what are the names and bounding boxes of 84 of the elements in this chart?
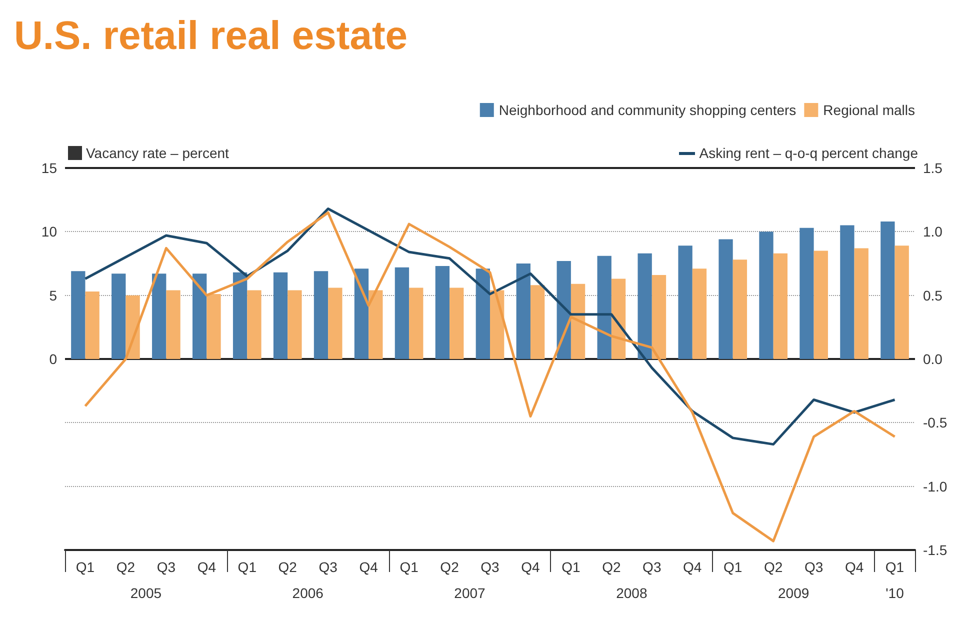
text: 2008 <box>616 585 648 601</box>
bar <box>516 264 530 359</box>
y-tick-label: 0 <box>49 351 58 367</box>
bar <box>450 288 464 359</box>
bar <box>247 290 262 359</box>
y2-tick-label: -0.5 <box>923 414 948 431</box>
y2-tick-label: 1.5 <box>923 160 943 176</box>
bar <box>206 294 221 359</box>
bar <box>192 274 207 359</box>
text: 2006 <box>292 585 324 601</box>
bar <box>85 292 100 359</box>
x-tick-label: Q1 <box>885 559 904 575</box>
bar <box>232 272 248 359</box>
legend-label: Neighborhood and community shopping centers <box>498 102 796 118</box>
y-tick-label: 15 <box>41 160 58 176</box>
x-tick-label: Q1 <box>238 559 257 575</box>
text: 2005 <box>130 585 162 601</box>
x-tick-label: Q1 <box>562 559 580 575</box>
bar <box>880 221 895 359</box>
bar <box>570 284 586 359</box>
text: '10 <box>886 585 904 601</box>
bar <box>638 253 652 359</box>
text: 2009 <box>778 585 810 601</box>
bar <box>759 232 774 359</box>
y2-tick-label: -1.5 <box>923 542 948 558</box>
bar <box>354 268 369 359</box>
y-tick-label: 10 <box>41 224 58 240</box>
x-tick-label: Q4 <box>521 559 540 575</box>
bar <box>611 278 626 359</box>
bar <box>368 290 383 359</box>
x-tick-label: Q2 <box>116 559 136 575</box>
x-tick-label: Q4 <box>197 559 216 575</box>
x-tick-label: Q4 <box>359 559 378 575</box>
bar <box>152 274 166 359</box>
bar <box>773 253 788 359</box>
x-tick-label: Q3 <box>480 559 500 575</box>
bar <box>166 290 180 359</box>
x-tick-label: Q3 <box>156 559 176 575</box>
bar <box>854 248 868 359</box>
bar <box>273 272 288 359</box>
y2-tick-label: 0.0 <box>923 351 943 367</box>
bar <box>718 239 733 359</box>
y2-tick-label: 1.0 <box>923 224 943 240</box>
bar <box>314 271 328 359</box>
x-tick-label: Q1 <box>724 559 742 575</box>
y2-axis-title: Asking rent – q-o-q percent change <box>699 145 918 161</box>
bar <box>840 225 854 359</box>
bar <box>894 246 909 359</box>
bar <box>652 274 666 359</box>
y-axis-title: Vacancy rate – percent <box>86 145 229 161</box>
x-tick-label: Q4 <box>683 559 702 575</box>
bar <box>394 267 410 359</box>
bar <box>814 250 828 359</box>
bar <box>112 274 126 359</box>
x-tick-label: Q1 <box>400 559 419 575</box>
y2-tick-label: 0.5 <box>923 287 943 304</box>
bar <box>328 288 342 359</box>
x-tick-label: Q2 <box>602 559 621 575</box>
x-tick-label: Q3 <box>642 559 662 575</box>
bar <box>71 271 86 359</box>
y2-tick-label: -1.0 <box>923 478 948 494</box>
text: 2007 <box>454 585 486 601</box>
x-tick-label: Q2 <box>764 559 783 575</box>
bar <box>732 260 748 359</box>
x-tick-label: Q1 <box>76 559 95 575</box>
bar <box>692 268 707 359</box>
legend-label: Regional malls <box>823 102 916 118</box>
x-tick-label: Q4 <box>844 559 864 575</box>
x-tick-label: Q2 <box>440 559 460 575</box>
x-tick-label: Q3 <box>318 559 338 575</box>
bar <box>597 256 612 359</box>
bar <box>288 290 302 359</box>
x-tick-label: Q3 <box>804 559 824 575</box>
chart-title: U.S. retail real estate <box>14 14 408 59</box>
line-series <box>84 211 896 542</box>
y-tick-label: 5 <box>49 287 58 304</box>
bar <box>435 266 450 359</box>
line-series <box>84 207 896 446</box>
x-tick-label: Q2 <box>278 559 298 575</box>
bar <box>530 285 545 359</box>
bar <box>678 246 692 359</box>
bar <box>800 228 814 359</box>
bar <box>409 288 424 359</box>
bar <box>476 268 490 359</box>
